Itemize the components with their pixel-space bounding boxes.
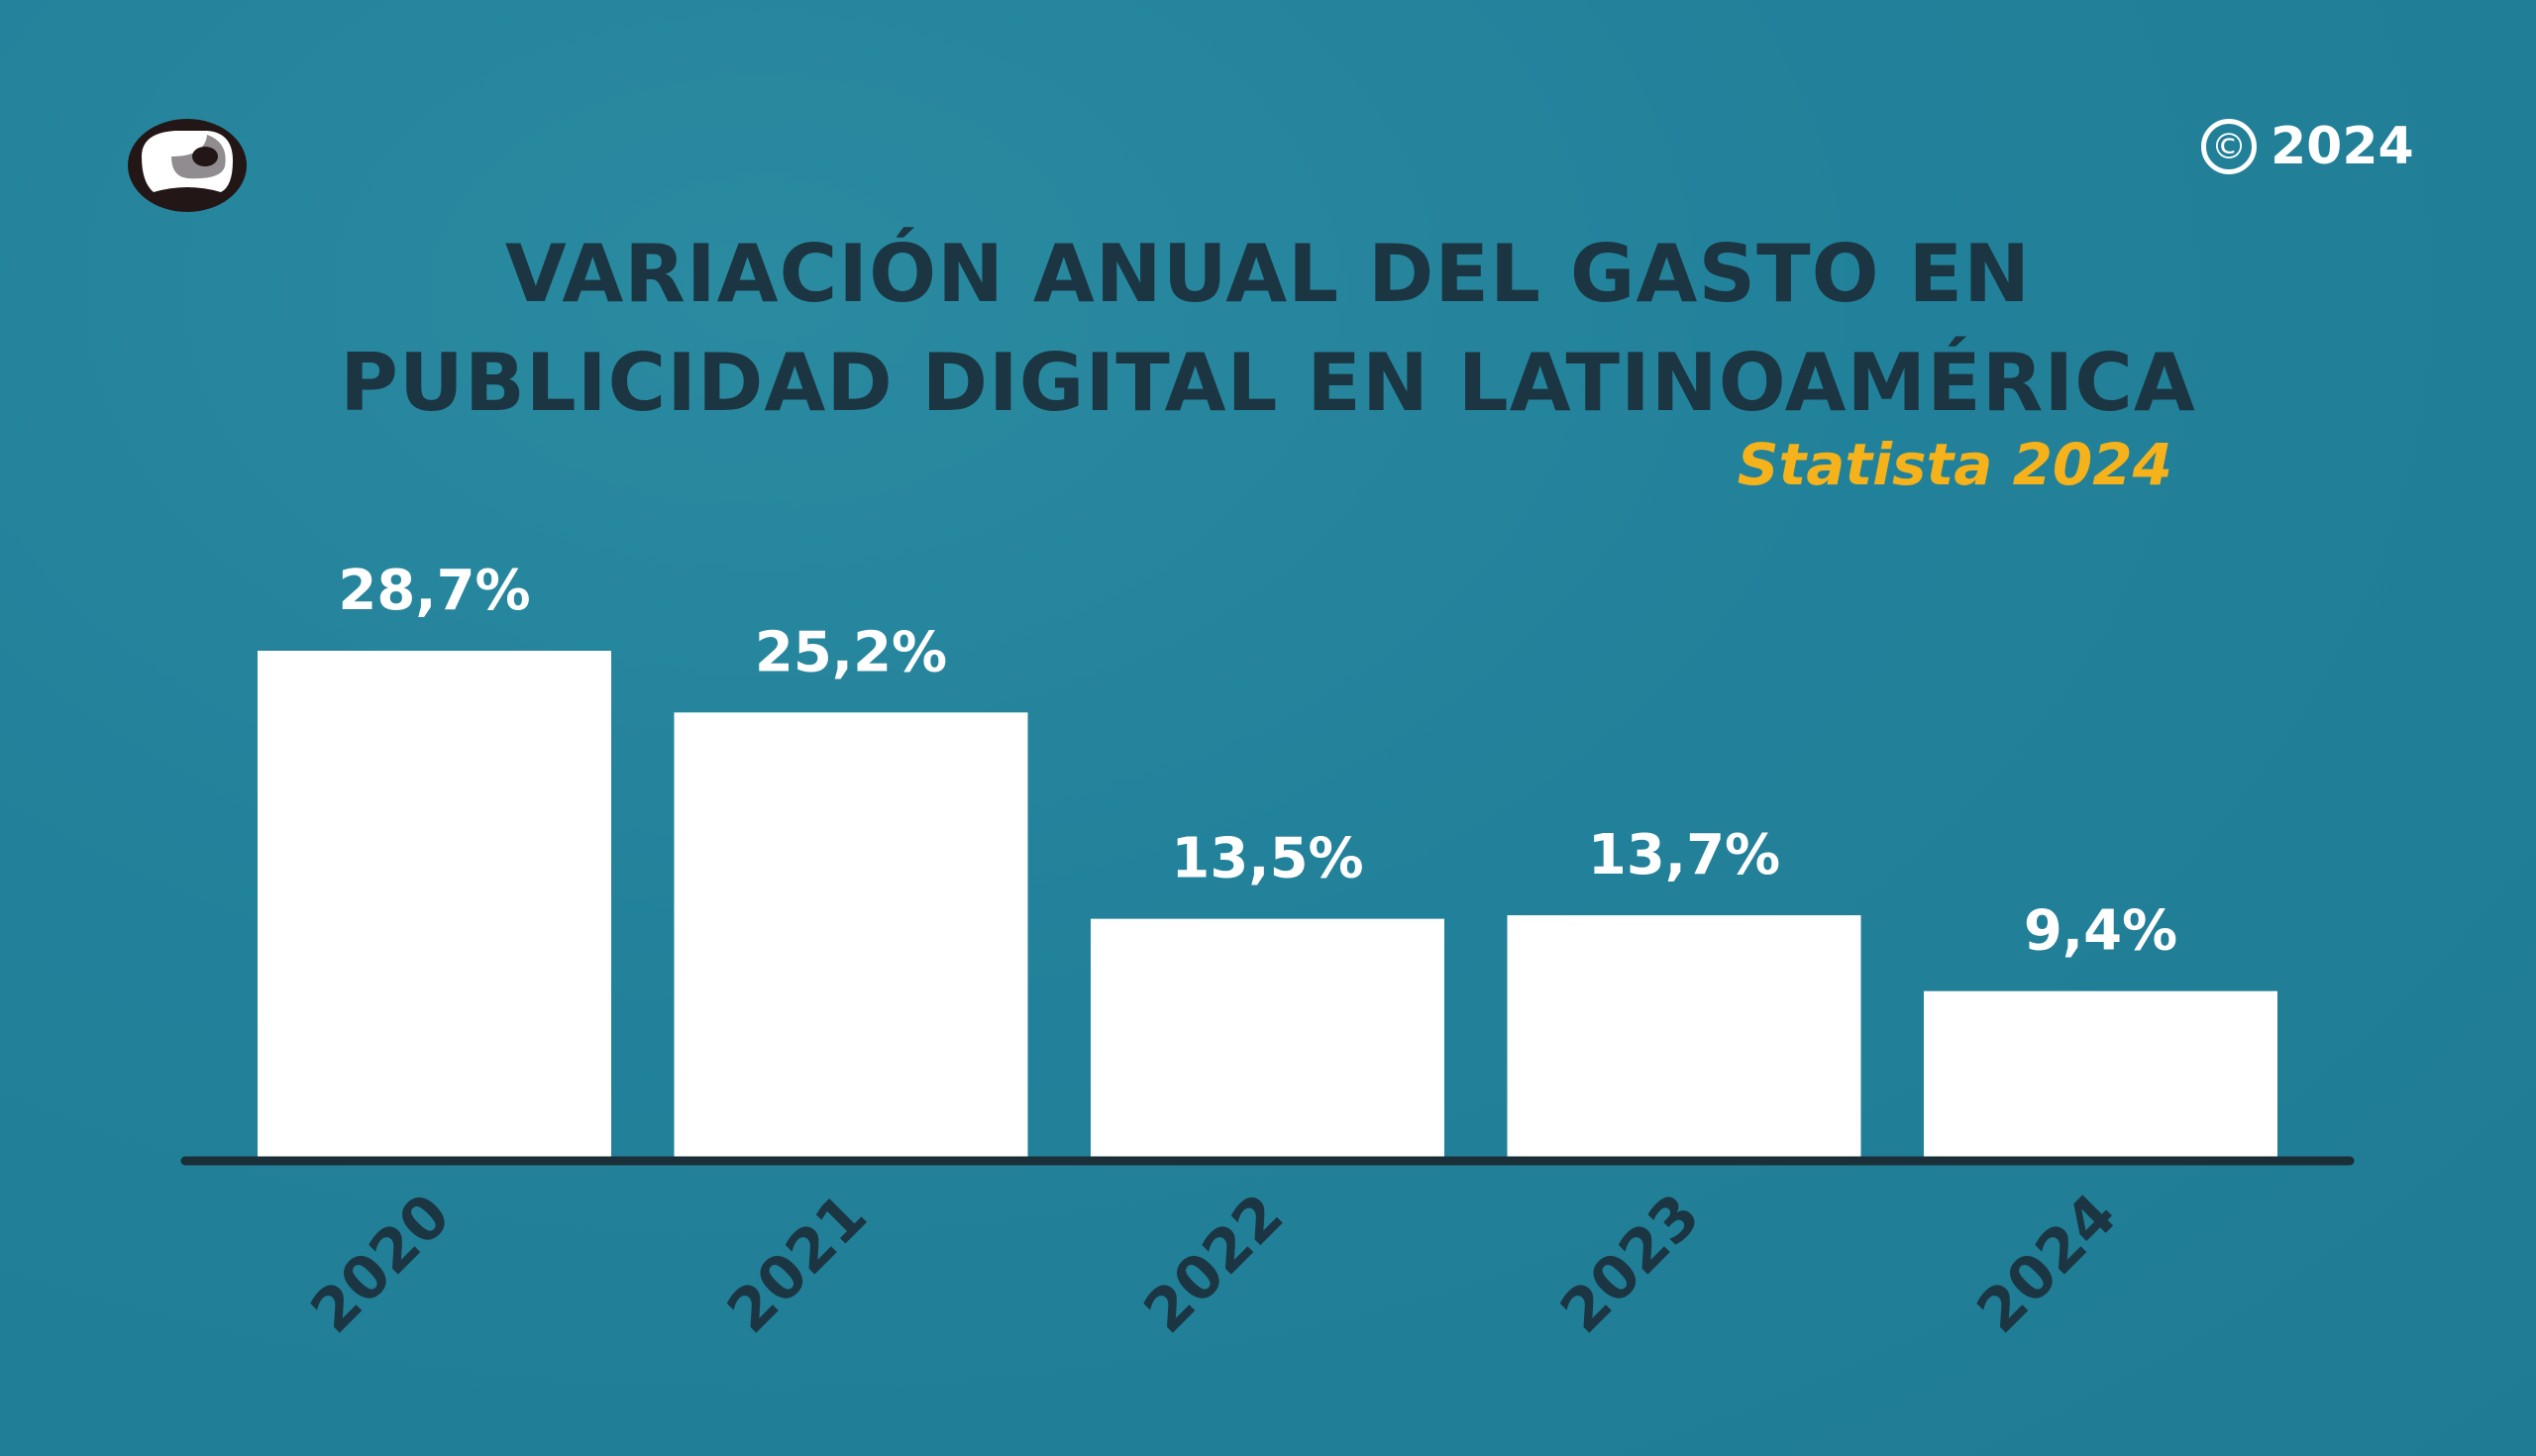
chart-subtitle: Statista 2024 (1737, 431, 2172, 498)
x-tick-label-2021: 2021 (714, 1181, 881, 1347)
copyright-icon: © (2201, 119, 2257, 174)
copyright-year: 2024 (2271, 117, 2414, 176)
eye-logo-icon (128, 119, 247, 212)
data-label-2024: 9,4% (2024, 899, 2177, 964)
bar-2022 (1091, 918, 1444, 1157)
title-line-1: VARIACIÓN ANUAL DEL GASTO EN (504, 228, 2032, 320)
bar-2024 (1924, 990, 2277, 1157)
copyright-notice: © 2024 (2201, 117, 2414, 176)
x-tick-label-2020: 2020 (298, 1181, 465, 1347)
data-label-2021: 25,2% (755, 620, 947, 684)
x-tick-label-2022: 2022 (1131, 1181, 1298, 1347)
data-label-2023: 13,7% (1588, 823, 1780, 887)
data-label-2022: 13,5% (1171, 827, 1363, 891)
chart-title: VARIACIÓN ANUAL DEL GASTO EN PUBLICIDAD … (0, 220, 2536, 438)
x-tick-label-2023: 2023 (1547, 1181, 1714, 1347)
bar-2020 (258, 651, 611, 1157)
data-label-2020: 28,7% (338, 559, 530, 623)
bar-2023 (1507, 915, 1861, 1157)
bar-2021 (674, 712, 1028, 1157)
x-tick-label-2024: 2024 (1964, 1181, 2131, 1347)
title-line-2: PUBLICIDAD DIGITAL EN LATINOAMÉRICA (340, 337, 2196, 429)
